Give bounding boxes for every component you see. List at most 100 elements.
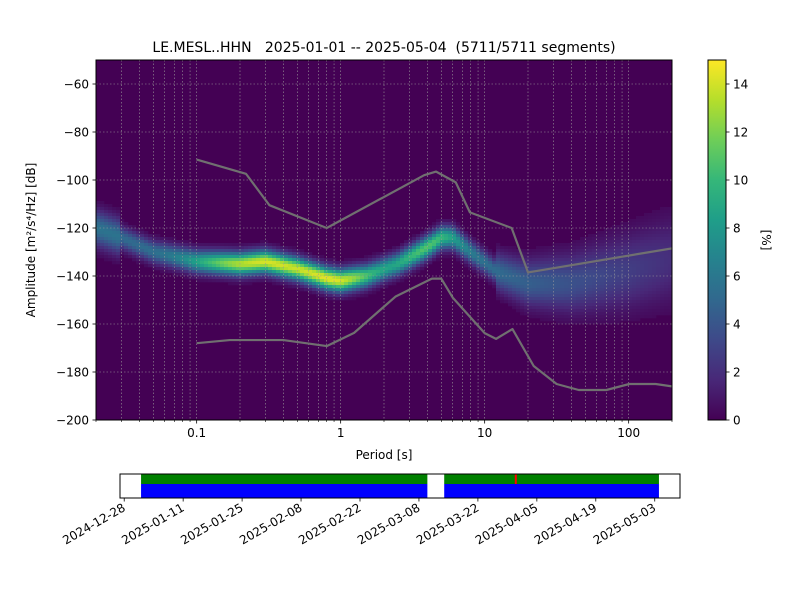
- heatmap-cell: [608, 279, 613, 283]
- heatmap-cell: [180, 255, 185, 259]
- heatmap-cell: [660, 309, 665, 313]
- heatmap-cell: [636, 243, 641, 247]
- heatmap-cell: [312, 270, 317, 274]
- heatmap-cell: [352, 264, 357, 268]
- heatmap-cell: [172, 240, 177, 244]
- heatmap-cell: [156, 264, 161, 268]
- heatmap-cell: [404, 273, 409, 277]
- heatmap-cell: [264, 267, 269, 271]
- heatmap-cell: [520, 306, 525, 310]
- heatmap-cell: [292, 267, 297, 271]
- heatmap-cell: [396, 279, 401, 283]
- heatmap-cell: [488, 255, 493, 259]
- y-tick-label: −80: [64, 126, 89, 140]
- heatmap-cell: [556, 300, 561, 304]
- heatmap-cell: [536, 291, 541, 295]
- heatmap-cell: [596, 315, 601, 319]
- heatmap-cell: [636, 306, 641, 310]
- heatmap-cell: [364, 273, 369, 277]
- heatmap-cell: [348, 291, 353, 295]
- heatmap-cell: [448, 255, 453, 259]
- heatmap-cell: [316, 291, 321, 295]
- heatmap-cell: [104, 240, 109, 244]
- heatmap-cell: [376, 255, 381, 259]
- heatmap-cell: [160, 240, 165, 244]
- heatmap-cell: [328, 267, 333, 271]
- heatmap-cell: [176, 249, 181, 253]
- heatmap-cell: [368, 285, 373, 289]
- heatmap-cell: [596, 249, 601, 253]
- heatmap-cell: [384, 258, 389, 262]
- heatmap-cell: [636, 255, 641, 259]
- heatmap-cell: [552, 291, 557, 295]
- heatmap-cell: [292, 279, 297, 283]
- chart-title: LE.MESL..HHN 2025-01-01 -- 2025-05-04 (5…: [152, 40, 615, 56]
- heatmap-cell: [276, 279, 281, 283]
- heatmap-cell: [368, 261, 373, 265]
- heatmap-cell: [228, 264, 233, 268]
- heatmap-cell: [600, 306, 605, 310]
- heatmap-cell: [108, 207, 113, 211]
- heatmap-cell: [600, 261, 605, 265]
- heatmap-cell: [640, 288, 645, 292]
- heatmap-cell: [420, 258, 425, 262]
- heatmap-cell: [512, 282, 517, 286]
- heatmap-cell: [560, 288, 565, 292]
- heatmap-cell: [552, 315, 557, 319]
- heatmap-cell: [588, 300, 593, 304]
- heatmap-cell: [500, 279, 505, 283]
- heatmap-cell: [508, 288, 513, 292]
- heatmap-cell: [588, 264, 593, 268]
- heatmap-cell: [268, 252, 273, 256]
- heatmap-cell: [524, 291, 529, 295]
- heatmap-cell: [312, 288, 317, 292]
- heatmap-cell: [196, 273, 201, 277]
- heatmap-cell: [664, 279, 669, 283]
- heatmap-cell: [380, 270, 385, 274]
- heatmap-cell: [612, 318, 617, 322]
- heatmap-cell: [416, 243, 421, 247]
- heatmap-cell: [608, 234, 613, 238]
- heatmap-cell: [560, 273, 565, 277]
- heatmap-cell: [512, 306, 517, 310]
- heatmap-cell: [416, 249, 421, 253]
- heatmap-cell: [536, 309, 541, 313]
- heatmap-cell: [400, 258, 405, 262]
- heatmap-cell: [268, 258, 273, 262]
- heatmap-cell: [328, 291, 333, 295]
- heatmap-cell: [532, 294, 537, 298]
- heatmap-cell: [316, 267, 321, 271]
- heatmap-cell: [536, 273, 541, 277]
- heatmap-cell: [300, 252, 305, 256]
- heatmap-cell: [596, 276, 601, 280]
- heatmap-cell: [604, 264, 609, 268]
- heatmap-cell: [580, 249, 585, 253]
- y-tick-label: −60: [64, 78, 89, 92]
- heatmap-cell: [656, 222, 661, 226]
- heatmap-cell: [96, 216, 101, 220]
- heatmap-cell: [100, 207, 105, 211]
- heatmap-cell: [260, 276, 265, 280]
- heatmap-cell: [368, 288, 373, 292]
- heatmap-cell: [396, 255, 401, 259]
- heatmap-cell: [304, 279, 309, 283]
- heatmap-cell: [492, 267, 497, 271]
- heatmap-cell: [228, 261, 233, 265]
- y-tick-label: −100: [56, 174, 89, 188]
- heatmap-cell: [636, 282, 641, 286]
- heatmap-cell: [340, 291, 345, 295]
- heatmap-cell: [536, 255, 541, 259]
- heatmap-cell: [624, 285, 629, 289]
- heatmap-cell: [620, 222, 625, 226]
- heatmap-cell: [548, 273, 553, 277]
- heatmap-cell: [464, 231, 469, 235]
- heatmap-cell: [412, 270, 417, 274]
- heatmap-cell: [616, 243, 621, 247]
- x-tick-label: 10: [477, 426, 492, 440]
- heatmap-cell: [572, 273, 577, 277]
- heatmap-cell: [504, 276, 509, 280]
- heatmap-cell: [656, 306, 661, 310]
- heatmap-cell: [460, 228, 465, 232]
- heatmap-cell: [520, 285, 525, 289]
- heatmap-cell: [116, 231, 121, 235]
